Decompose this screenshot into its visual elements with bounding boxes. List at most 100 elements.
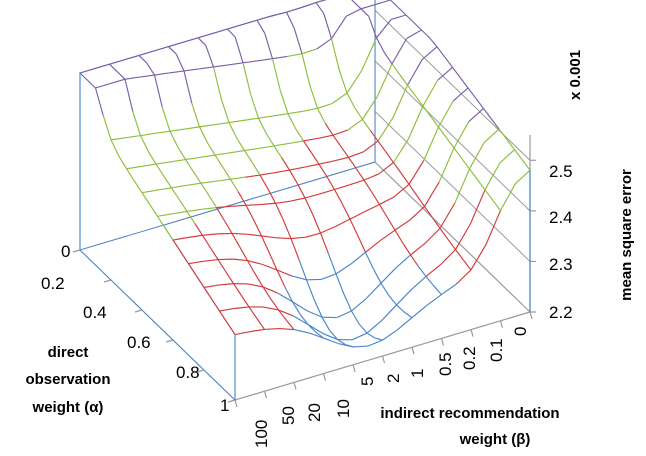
surface-mesh-segment (258, 115, 274, 119)
y-tick-label: 0.5 (436, 352, 455, 376)
surface-mesh-segment (391, 14, 407, 20)
surface-mesh-segment (361, 37, 378, 71)
surface-mesh-segment (492, 199, 501, 211)
surface-mesh-segment (187, 234, 203, 239)
surface-mesh-segment (191, 102, 201, 128)
surface-mesh-segment (169, 130, 179, 148)
surface-mesh-segment (424, 181, 440, 207)
surface-mesh-segment (455, 249, 464, 261)
surface-mesh-segment (125, 134, 141, 139)
surface-mesh-segment (228, 119, 244, 124)
surface-mesh-segment (276, 237, 292, 240)
surface-mesh-segment (183, 37, 199, 43)
surface-mesh-segment (393, 138, 409, 163)
surface-mesh-segment (469, 168, 478, 180)
surface-mesh-segment (169, 128, 185, 132)
surface-mesh-segment (172, 239, 182, 253)
surface-mesh-segment (416, 195, 425, 207)
surface-mesh-segment (185, 156, 201, 161)
surface-mesh-segment (346, 70, 363, 94)
surface-mesh-segment (322, 332, 338, 341)
surface-mesh-segment (262, 263, 278, 271)
surface-mesh-segment (313, 299, 323, 318)
surface-mesh-segment (369, 130, 379, 142)
surface-mesh-segment (485, 210, 502, 246)
surface-mesh-segment (453, 121, 470, 149)
surface-mesh-segment (132, 111, 142, 136)
surface-mesh-segment (247, 260, 256, 275)
surface-mesh-segment (261, 235, 277, 239)
surface-mesh-segment (285, 11, 295, 29)
surface-mesh-segment (180, 251, 189, 265)
surface-mesh-segment (289, 169, 298, 184)
y-tick-mark (234, 399, 238, 408)
surface-mesh-segment (330, 38, 340, 71)
surface-mesh-segment (345, 8, 362, 17)
surface-mesh-segment (431, 217, 441, 229)
surface-mesh-segment (271, 58, 281, 91)
surface-mesh-segment (227, 28, 236, 38)
surface-mesh-segment (223, 219, 233, 234)
surface-mesh-segment (211, 298, 220, 312)
surface-mesh-segment (110, 139, 120, 157)
surface-mesh-segment (351, 298, 367, 312)
surface-mesh-segment (304, 197, 314, 215)
surface-mesh-segment (216, 205, 232, 209)
surface-mesh-segment (388, 295, 397, 306)
surface-mesh-segment (305, 232, 321, 238)
surface-mesh-segment (303, 137, 319, 142)
surface-mesh-segment (156, 187, 172, 191)
surface-mesh-segment (301, 53, 311, 86)
surface-mesh-segment (365, 240, 381, 253)
surface-mesh-segment (521, 159, 531, 171)
x-tick-mark (134, 309, 143, 313)
surface-mesh-segment (256, 19, 266, 34)
surface-mesh-segment (287, 113, 297, 130)
surface-mesh-segment (357, 235, 367, 253)
surface-mesh-segment (362, 119, 371, 131)
surface-mesh-segment (348, 151, 364, 158)
surface-mesh-segment (262, 286, 278, 294)
surface-mesh-segment (289, 166, 305, 171)
surface-mesh-segment (195, 275, 205, 288)
surface-mesh-segment (296, 183, 306, 199)
surface-mesh-segment (319, 232, 329, 254)
surface-mesh-segment (216, 207, 225, 221)
y-tick-mark (381, 355, 386, 364)
surface-mesh-segment (155, 161, 171, 165)
surface-mesh-segment (334, 218, 351, 228)
surface-mesh-segment (248, 283, 264, 288)
surface-mesh-segment (327, 252, 337, 275)
surface-mesh-segment (391, 63, 401, 75)
surface-mesh-segment (87, 80, 96, 89)
surface-mesh-segment (155, 163, 165, 177)
y-tick-label: 50 (279, 406, 298, 425)
x-tick-label: 0 (61, 242, 70, 261)
surface-mesh-segment (365, 282, 382, 299)
surface-mesh-segment (396, 289, 412, 306)
surface-mesh-segment (230, 178, 239, 193)
surface-mesh-segment (424, 227, 441, 244)
surface-mesh-segment (400, 173, 410, 185)
surface-mesh-segment (270, 298, 279, 311)
surface-mesh-segment (201, 206, 217, 210)
surface-mesh-segment (110, 137, 126, 141)
surface-mesh-segment (139, 74, 155, 78)
surface-mesh-segment (399, 74, 408, 86)
surface-mesh-segment (318, 134, 334, 139)
surface-mesh-segment (227, 24, 243, 30)
surface-mesh-segment (407, 84, 416, 96)
surface-mesh-segment (242, 60, 258, 64)
z-tick-label: 2.2 (549, 303, 573, 322)
y-tick-mark (529, 311, 533, 320)
surface-mesh-segment (422, 79, 439, 107)
surface-mesh-segment (455, 223, 471, 250)
surface-mesh-segment (212, 28, 228, 34)
surface-mesh-segment (333, 189, 343, 204)
surface-mesh-segment (141, 192, 151, 205)
surface-mesh-segment (188, 263, 197, 276)
surface-mesh-segment (454, 168, 471, 204)
surface-mesh-segment (408, 160, 425, 185)
surface-mesh-segment (316, 38, 332, 50)
